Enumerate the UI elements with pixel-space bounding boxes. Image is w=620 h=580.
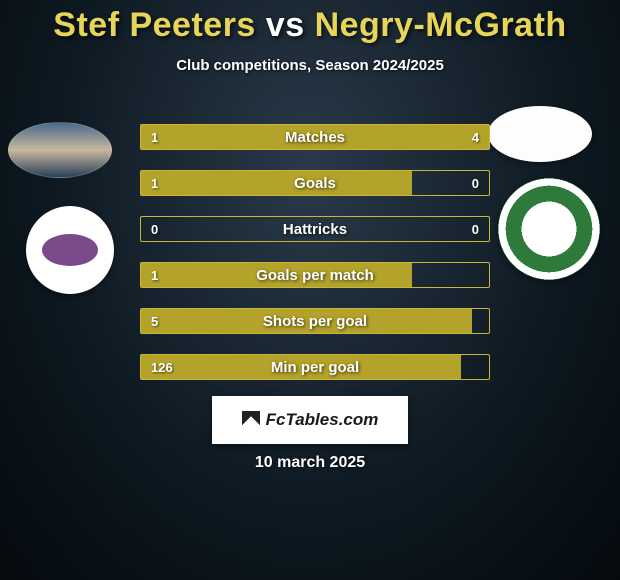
club-badge-player2 (498, 178, 600, 280)
fctables-logo-icon (242, 411, 260, 429)
avatar-player1 (8, 122, 112, 178)
stat-row: Matches14 (140, 124, 490, 150)
stat-label: Hattricks (141, 217, 489, 241)
stat-value-right (469, 263, 489, 287)
stat-row: Goals10 (140, 170, 490, 196)
stat-value-right: 0 (462, 217, 489, 241)
source-badge: FcTables.com (212, 396, 408, 444)
stat-row: Goals per match1 (140, 262, 490, 288)
title-player1: Stef Peeters (53, 6, 256, 44)
stat-bar-left (141, 309, 472, 333)
date-label: 10 march 2025 (0, 454, 620, 472)
avatar-player2 (488, 106, 592, 162)
stat-bar-left (141, 263, 412, 287)
comparison-bars: Matches14Goals10Hattricks00Goals per mat… (140, 124, 490, 400)
title-vs: vs (266, 6, 305, 44)
infographic-root: Stef Peeters vs Negry-McGrath Club compe… (0, 0, 620, 580)
page-title: Stef Peeters vs Negry-McGrath (0, 0, 620, 45)
stat-bar-left (141, 125, 211, 149)
stat-value-right (469, 355, 489, 379)
title-player2: Negry-McGrath (315, 6, 567, 44)
stat-value-right: 0 (462, 171, 489, 195)
stat-row: Min per goal126 (140, 354, 490, 380)
stat-value-right (469, 309, 489, 333)
source-badge-text: FcTables.com (266, 410, 379, 430)
stat-row: Shots per goal5 (140, 308, 490, 334)
subtitle: Club competitions, Season 2024/2025 (0, 57, 620, 74)
stat-value-left: 0 (141, 217, 168, 241)
stat-bar-left (141, 171, 412, 195)
club-badge-player1 (26, 206, 114, 294)
stat-bar-right (211, 125, 489, 149)
stat-bar-left (141, 355, 461, 379)
stat-row: Hattricks0 0 (140, 216, 490, 242)
